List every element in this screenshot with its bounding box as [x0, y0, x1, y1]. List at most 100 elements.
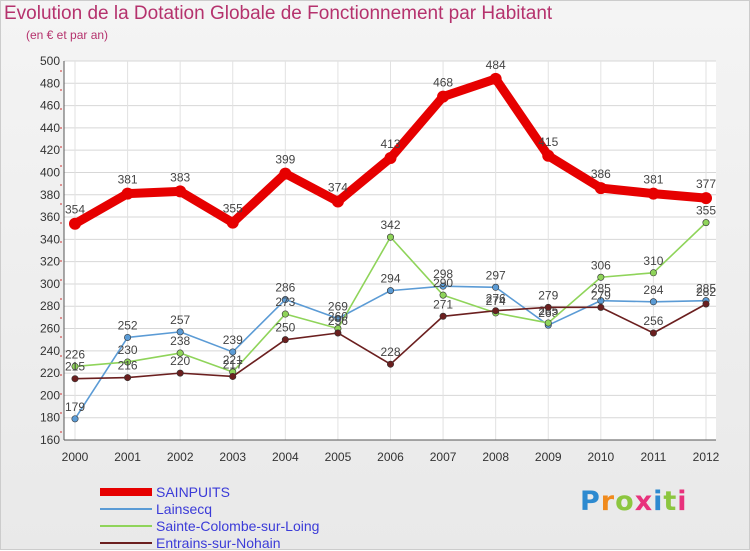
legend-label: Lainsecq — [156, 500, 213, 517]
data-point — [702, 300, 710, 308]
legend-swatch — [100, 541, 152, 544]
data-label: 383 — [170, 170, 190, 184]
y-tick-label: 420 — [40, 143, 60, 157]
logo-letter: i — [653, 486, 664, 517]
data-point — [702, 219, 710, 227]
x-tick-label: 2003 — [219, 450, 246, 464]
data-label: 256 — [643, 314, 663, 328]
legend-swatch — [100, 524, 152, 527]
data-point — [281, 296, 289, 304]
y-tick-label: 460 — [40, 99, 60, 113]
data-point — [386, 287, 394, 295]
data-label: 306 — [591, 258, 611, 272]
data-label: 221 — [223, 353, 243, 367]
data-label: 216 — [118, 359, 138, 373]
y-tick-label: 240 — [40, 344, 60, 358]
legend-item: SAINPUITS — [100, 483, 319, 500]
y-tick-label: 300 — [40, 277, 60, 291]
data-point — [229, 372, 237, 380]
x-tick-label: 2005 — [325, 450, 352, 464]
data-point — [544, 303, 552, 311]
legend-label: Sainte-Colombe-sur-Loing — [156, 517, 320, 534]
data-label: 276 — [486, 292, 506, 306]
data-label: 386 — [591, 167, 611, 181]
x-tick-label: 2010 — [587, 450, 614, 464]
data-label: 381 — [118, 173, 138, 187]
data-point — [226, 216, 239, 229]
data-point — [489, 72, 502, 85]
data-point — [334, 329, 342, 337]
data-label: 415 — [538, 135, 558, 149]
data-point — [544, 319, 552, 327]
data-label: 179 — [65, 400, 85, 414]
data-point — [121, 187, 134, 200]
data-label: 274 — [486, 294, 506, 308]
y-tick-label: 260 — [40, 322, 60, 336]
y-tick-label: 280 — [40, 299, 60, 313]
data-point — [492, 307, 500, 315]
data-point — [439, 291, 447, 299]
data-label: 215 — [65, 360, 85, 374]
data-point — [386, 360, 394, 368]
y-tick-label: 500 — [40, 54, 60, 68]
y-tick-label: 480 — [40, 76, 60, 90]
data-label: 290 — [433, 276, 453, 290]
data-label: 355 — [696, 204, 716, 218]
data-label: 279 — [538, 288, 558, 302]
x-tick-label: 2001 — [114, 450, 141, 464]
data-label: 239 — [223, 333, 243, 347]
data-label: 260 — [328, 310, 348, 324]
data-label: 285 — [591, 282, 611, 296]
data-label: 354 — [65, 203, 85, 217]
data-label: 263 — [538, 306, 558, 320]
data-point — [281, 336, 289, 344]
data-point — [594, 182, 607, 195]
data-label: 217 — [223, 357, 243, 371]
data-label: 220 — [170, 354, 190, 368]
data-label: 286 — [275, 281, 295, 295]
data-label: 468 — [433, 76, 453, 90]
data-point — [229, 348, 237, 356]
data-label: 256 — [328, 314, 348, 328]
data-label: 374 — [328, 180, 348, 194]
data-label: 252 — [118, 318, 138, 332]
y-tick-label: 340 — [40, 232, 60, 246]
data-point — [334, 314, 342, 322]
data-point — [384, 151, 397, 164]
data-label: 342 — [380, 218, 400, 232]
legend-label: Entrains-sur-Nohain — [156, 534, 281, 551]
logo-letter: t — [663, 486, 678, 517]
data-label: 294 — [380, 272, 400, 286]
chart-subtitle: (en € et par an) — [26, 28, 109, 42]
data-point — [279, 167, 292, 180]
x-tick-label: 2007 — [430, 450, 457, 464]
legend-item: Lainsecq — [100, 500, 319, 517]
data-point — [700, 192, 712, 205]
data-label: 381 — [643, 173, 663, 187]
data-point — [71, 415, 79, 423]
x-tick-label: 2002 — [167, 450, 194, 464]
legend-swatch — [100, 507, 152, 510]
data-point — [647, 187, 660, 200]
data-point — [649, 329, 657, 337]
x-tick-label: 2011 — [641, 450, 667, 464]
data-point — [386, 233, 394, 241]
data-point — [69, 217, 81, 230]
legend-item: Entrains-sur-Nohain — [100, 534, 319, 551]
data-point — [124, 374, 132, 382]
data-label: 399 — [275, 153, 295, 167]
data-point — [597, 273, 605, 281]
data-point — [437, 90, 450, 103]
legend-label: SAINPUITS — [156, 483, 230, 500]
data-label: 238 — [170, 334, 190, 348]
x-tick-label: 2012 — [693, 450, 720, 464]
data-label: 282 — [696, 285, 716, 299]
logo-letter: P — [580, 486, 601, 517]
data-label: 285 — [696, 282, 716, 296]
x-tick-label: 2006 — [377, 450, 404, 464]
legend: SAINPUITS Lainsecq Sainte-Colombe-sur-Loin… — [100, 483, 319, 551]
legend-swatch — [100, 487, 152, 496]
data-point — [597, 303, 605, 311]
data-point — [649, 298, 657, 306]
